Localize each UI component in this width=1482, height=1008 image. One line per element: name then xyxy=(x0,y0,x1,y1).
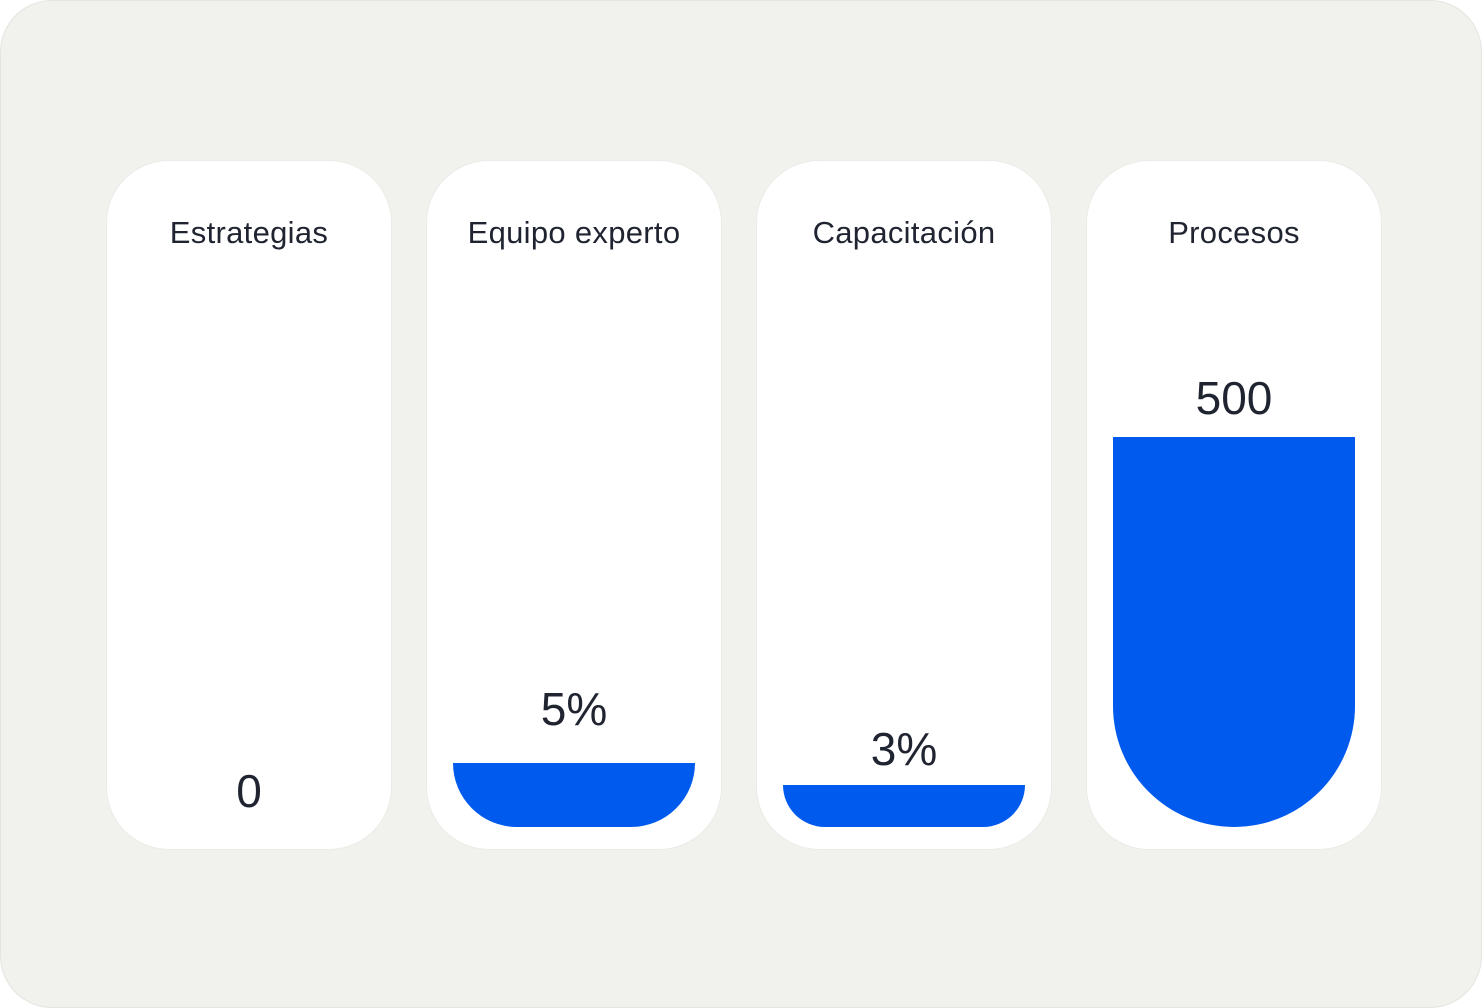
card: Equipo experto 5% xyxy=(427,161,721,849)
card-value: 5% xyxy=(540,683,608,735)
bar xyxy=(783,785,1025,827)
card-label: Estrategias xyxy=(169,215,329,250)
bar xyxy=(1113,437,1355,827)
bar xyxy=(453,763,695,827)
card-value: 3% xyxy=(870,723,938,775)
card: Capacitación 3% xyxy=(757,161,1051,849)
card-value: 500 xyxy=(1195,372,1273,424)
card-label: Procesos xyxy=(1168,215,1300,250)
card: Procesos 500 xyxy=(1087,161,1381,849)
card-label: Equipo experto xyxy=(467,215,681,250)
card-label: Capacitación xyxy=(812,215,996,250)
card: Estrategias 0 xyxy=(107,161,391,849)
card-value: 0 xyxy=(236,765,262,817)
